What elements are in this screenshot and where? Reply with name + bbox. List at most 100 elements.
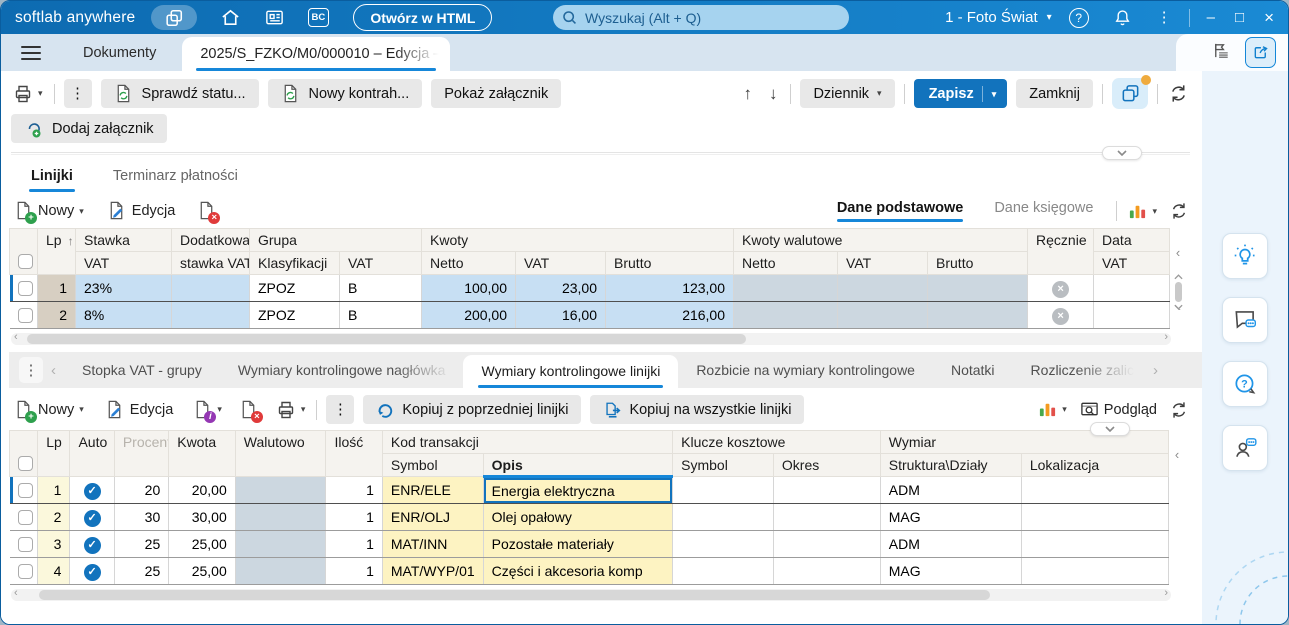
auto-check-icon[interactable]: ✓ [83, 509, 101, 527]
new-line-button[interactable]: + Nowy ▾ [11, 199, 86, 224]
tab-rozbicie-wymiary[interactable]: Rozbicie na wymiary kontrolingowe [696, 362, 915, 378]
cell-procent[interactable]: 25 [114, 530, 170, 558]
open-in-html-button[interactable]: Otwórz w HTML [353, 4, 493, 31]
collapse-header-button[interactable] [1102, 146, 1142, 160]
scrollbar-thumb[interactable] [39, 590, 991, 600]
cell-klucze-symbol[interactable] [672, 503, 774, 531]
cell-lokalizacja[interactable] [1021, 503, 1170, 531]
delete-dimension-button[interactable]: × [237, 398, 263, 423]
col-lokalizacja[interactable]: Lokalizacja [1020, 453, 1170, 477]
auto-check-icon[interactable]: ✓ [83, 563, 101, 581]
collapse-dimensions-button[interactable] [1090, 422, 1130, 436]
copy-all-lines-button[interactable]: Kopiuj na wszystkie linijki [590, 395, 805, 424]
cell-dodatkowa[interactable] [171, 274, 250, 302]
cell-okres[interactable] [773, 530, 881, 558]
close-document-button[interactable]: Zamknij [1016, 79, 1093, 108]
copy-previous-line-button[interactable]: Kopiuj z poprzedniej linijki [363, 395, 582, 424]
cell-okres[interactable] [773, 476, 881, 504]
cell-symbol[interactable]: MAT/INN [382, 530, 484, 558]
delete-line-button[interactable]: × [194, 199, 221, 224]
minimize-button[interactable]: – [1206, 9, 1215, 26]
tab-wymiary-linijki[interactable]: Wymiary kontrolingowe linijki [463, 355, 679, 388]
cell-netto[interactable]: 200,00 [421, 301, 517, 329]
news-button[interactable] [261, 5, 287, 31]
chart-view-button[interactable]: ▾ [1036, 398, 1069, 421]
cell-kwota[interactable]: 25,00 [168, 530, 236, 558]
contact-support-button[interactable] [1222, 425, 1268, 471]
col-stawka-vat[interactable]: Stawka [75, 228, 172, 252]
cell-lp[interactable]: 2 [37, 301, 76, 329]
manual-flag-icon[interactable]: × [1052, 280, 1070, 298]
edit-line-button[interactable]: Edycja [105, 199, 178, 223]
cell-symbol[interactable]: ENR/ELE [382, 476, 484, 504]
cell-lokalizacja[interactable] [1021, 530, 1170, 558]
table-row[interactable]: 1 ✓ 20 20,00 1 ENR/ELE Energia elektrycz… [9, 476, 1170, 504]
cell-kwota[interactable]: 20,00 [168, 476, 236, 504]
cell-data-vat[interactable] [1093, 274, 1171, 302]
save-button[interactable]: Zapisz ▾ [913, 79, 1008, 108]
cell-klasyfikacja[interactable]: ZPOZ [249, 274, 340, 302]
add-attachment-button[interactable]: Dodaj załącznik [11, 114, 167, 143]
vertical-scrollbar[interactable]: ‹ [1169, 430, 1185, 585]
row-checkbox[interactable] [17, 308, 33, 324]
scroll-up-icon[interactable] [1173, 274, 1183, 280]
auto-check-icon[interactable]: ✓ [83, 536, 101, 554]
tab-notatki[interactable]: Notatki [950, 362, 995, 378]
print-dimensions-button[interactable]: ▾ [274, 398, 308, 422]
cell-ilosc[interactable]: 1 [325, 557, 383, 585]
document-info-button[interactable]: i ▾ [190, 398, 224, 423]
cell-klasyfikacja[interactable]: ZPOZ [249, 301, 340, 329]
cell-data-vat[interactable] [1093, 301, 1171, 329]
row-checkbox[interactable] [17, 537, 33, 553]
col-klasyfikacji[interactable]: Klasyfikacji [249, 251, 340, 275]
col-symbol[interactable]: Symbol [381, 453, 484, 477]
move-up-button[interactable]: ↑ [739, 84, 756, 104]
col-wal-netto[interactable]: Netto [733, 251, 839, 275]
close-button[interactable]: × [1264, 8, 1274, 27]
cell-ilosc[interactable]: 1 [325, 530, 383, 558]
select-all-checkbox[interactable] [18, 456, 33, 471]
edit-dimension-button[interactable]: Edycja [103, 398, 176, 422]
toolbar-kebab-menu[interactable]: ⋮ [63, 79, 92, 108]
cell-opis[interactable]: Części i akcesoria komp [483, 557, 674, 585]
cell-vat[interactable]: 23,00 [515, 274, 607, 302]
view-dane-podstawowe[interactable]: Dane podstawowe [836, 200, 963, 222]
hamburger-menu[interactable] [21, 44, 41, 62]
refresh-button[interactable] [1167, 82, 1190, 105]
comments-button[interactable] [1222, 297, 1268, 343]
cell-brutto[interactable]: 123,00 [605, 274, 735, 302]
cell-procent[interactable]: 30 [114, 503, 170, 531]
table-row[interactable]: 2 8% ZPOZ B 200,00 16,00 216,00 × [9, 301, 1171, 329]
table-row[interactable]: 3 ✓ 25 25,00 1 MAT/INN Pozostałe materia… [9, 530, 1170, 558]
cell-opis[interactable]: Olej opałowy [483, 503, 674, 531]
cell-klucze-symbol[interactable] [672, 530, 774, 558]
collapse-columns-button[interactable]: ‹ [1175, 244, 1181, 260]
cell-lokalizacja[interactable] [1021, 557, 1170, 585]
col-recznie[interactable]: Ręcznie [1027, 228, 1095, 275]
col-netto[interactable]: Netto [421, 251, 517, 275]
help-center-button[interactable]: ? [1222, 361, 1268, 407]
app-switcher-button[interactable] [151, 5, 198, 30]
tab-rozliczenie-zaliczek[interactable]: Rozliczenie zalicz [1013, 352, 1146, 388]
show-attachment-button[interactable]: Pokaż załącznik [431, 79, 562, 108]
cell-vat-flag[interactable]: B [339, 301, 423, 329]
cell-lp[interactable]: 3 [37, 530, 71, 558]
cell-dzial[interactable]: ADM [880, 476, 1022, 504]
tab-document-edit[interactable]: 2025/S_FZKO/M0/000010 – Edycja – S [182, 37, 451, 71]
table-row[interactable]: 4 ✓ 25 25,00 1 MAT/WYP/01 Części i akces… [9, 557, 1170, 585]
new-contractor-button[interactable]: Nowy kontrah... [267, 79, 423, 108]
tab-wymiary-naglowka[interactable]: Wymiary kontrolingowe nagłówka [220, 352, 464, 388]
vertical-scrollbar[interactable]: ‹ [1170, 228, 1186, 329]
row-checkbox[interactable] [17, 510, 33, 526]
select-all-checkbox[interactable] [18, 254, 33, 269]
chart-view-button[interactable]: ▾ [1126, 200, 1159, 223]
move-down-button[interactable]: ↓ [765, 84, 782, 104]
cell-netto[interactable]: 100,00 [421, 274, 517, 302]
cell-stawka[interactable]: 8% [75, 301, 172, 329]
cell-opis-focused[interactable]: Energia elektryczna [483, 476, 674, 504]
cell-okres[interactable] [773, 503, 881, 531]
col-brutto[interactable]: Brutto [605, 251, 735, 275]
row-checkbox[interactable] [17, 281, 33, 297]
titlebar-kebab-menu[interactable]: ⋮ [1156, 9, 1172, 26]
row-checkbox[interactable] [17, 564, 33, 580]
